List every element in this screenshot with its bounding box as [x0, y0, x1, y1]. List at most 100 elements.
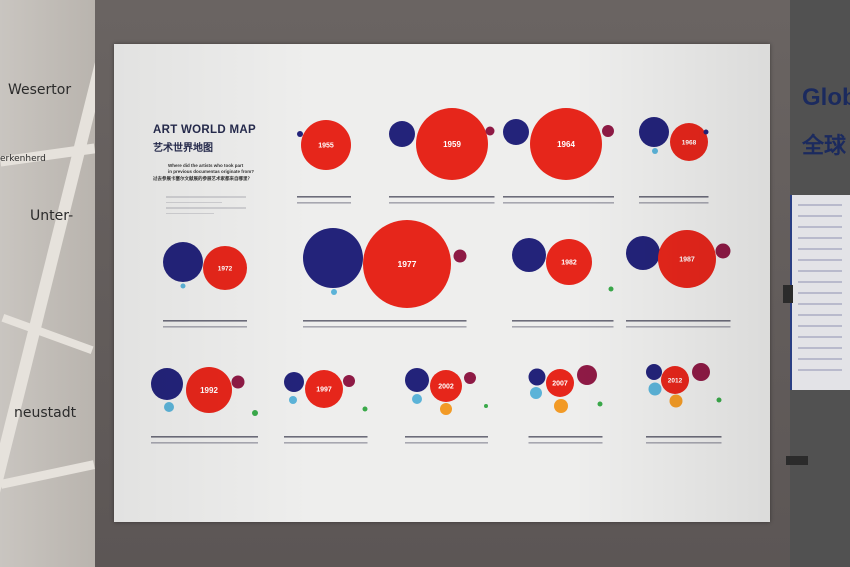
north-america-bubble — [528, 368, 546, 386]
north-america-bubble — [284, 372, 304, 392]
right-wall-title-cn: 全球 — [802, 133, 847, 158]
cluster-caption — [303, 326, 467, 328]
year-cluster-1982: 1982 — [512, 238, 614, 328]
map-label-neustadt: neustadt — [14, 405, 77, 421]
map-label-wesertor: Wesertor — [8, 82, 72, 98]
oceania-bubble — [597, 401, 603, 407]
cluster-caption — [284, 436, 368, 438]
north-america-bubble — [389, 121, 415, 147]
asia-bubble — [289, 396, 297, 404]
cluster-caption — [503, 196, 614, 198]
africa-bubble — [231, 375, 245, 389]
year-cluster-1972: 1972 — [163, 242, 247, 328]
poster-question: Where did the artists who took part in p… — [168, 163, 255, 174]
year-cluster-2007: 2007 — [528, 365, 603, 444]
north-america-bubble — [512, 238, 546, 272]
oceania-bubble — [608, 286, 614, 292]
right-wall-title: Glob — [802, 84, 850, 111]
europe-bubble — [305, 370, 343, 408]
wall-sticker — [783, 285, 793, 303]
year-cluster-1992: 1992 — [151, 367, 258, 444]
right-wall-panel: Glob 全球 — [790, 0, 850, 567]
north-america-bubble — [626, 236, 660, 270]
cluster-caption — [646, 442, 722, 444]
cluster-caption — [284, 442, 368, 444]
africa-bubble — [715, 243, 731, 259]
cluster-caption — [303, 320, 467, 322]
europe-bubble — [661, 366, 689, 394]
africa-bubble — [343, 375, 355, 387]
asia-bubble — [652, 148, 658, 154]
bubble-chart: 1955 1959 1964 1968 1972 1977 1982 1987 1992 1997… — [151, 108, 731, 444]
year-cluster-1968: 1968 — [639, 117, 709, 204]
year-label: 1977 — [398, 259, 417, 269]
cluster-caption — [626, 326, 731, 328]
year-cluster-1955: 1955 — [297, 120, 351, 204]
street — [1, 313, 94, 355]
cluster-caption — [639, 202, 709, 204]
cluster-caption — [163, 326, 247, 328]
north-america-bubble — [405, 368, 429, 392]
north-america-bubble — [639, 117, 669, 147]
cluster-caption — [626, 320, 731, 322]
year-label: 1955 — [318, 142, 334, 149]
street-map-wall: Wesertor Unter- neustadt erkenherd — [0, 0, 95, 567]
street — [0, 460, 95, 489]
north-america-bubble — [303, 228, 363, 288]
cluster-caption — [646, 436, 722, 438]
asia-bubble — [412, 394, 422, 404]
asia-bubble — [164, 402, 174, 412]
year-label: 1997 — [316, 386, 332, 393]
africa-bubble — [453, 249, 467, 263]
year-cluster-1977: 1977 — [303, 220, 467, 328]
year-label: 2002 — [438, 383, 454, 390]
africa-bubble — [602, 125, 614, 137]
cluster-caption — [512, 326, 614, 328]
year-cluster-1997: 1997 — [284, 370, 368, 444]
africa-bubble — [485, 126, 495, 136]
cluster-caption — [512, 320, 614, 322]
year-label: 1968 — [682, 139, 697, 146]
europe-bubble — [546, 369, 574, 397]
europe-bubble — [301, 120, 351, 170]
south-america-bubble — [669, 394, 683, 408]
poster-question-cn: 过去参展卡塞尔文献展的参展艺术家都来自哪里？ — [153, 177, 252, 182]
europe-bubble — [530, 108, 602, 180]
cluster-caption — [405, 442, 488, 444]
asia-bubble — [530, 387, 542, 399]
year-label: 1982 — [561, 259, 577, 266]
cluster-caption — [389, 202, 495, 204]
europe-bubble — [416, 108, 488, 180]
africa-bubble — [577, 365, 597, 385]
year-label: 1964 — [557, 140, 575, 149]
year-cluster-2002: 2002 — [405, 368, 488, 444]
north-america-bubble — [646, 364, 662, 380]
year-cluster-1959: 1959 — [389, 108, 495, 204]
poster-title: ART WORLD MAP — [153, 124, 256, 136]
oceania-bubble — [362, 406, 368, 412]
text-panel — [790, 195, 850, 390]
north-america-bubble — [703, 129, 709, 135]
year-label: 1972 — [218, 265, 233, 272]
north-america-bubble — [163, 242, 203, 282]
cluster-caption — [639, 196, 709, 198]
cluster-caption — [389, 196, 495, 198]
africa-bubble — [692, 363, 710, 381]
cluster-caption — [163, 320, 247, 322]
europe-bubble — [186, 367, 232, 413]
year-cluster-2012: 2012 — [646, 363, 722, 444]
oceania-bubble — [716, 397, 722, 403]
cluster-caption — [528, 442, 603, 444]
art-world-map-poster: ART WORLD MAP 艺术世界地图 Where did the artis… — [114, 44, 770, 522]
europe-bubble — [203, 246, 247, 290]
map-label-unter: Unter- — [30, 208, 74, 224]
asia-bubble — [331, 289, 337, 295]
year-label: 2012 — [668, 377, 683, 384]
wall-sticker — [786, 456, 808, 465]
north-america-bubble — [297, 131, 303, 137]
cluster-caption — [503, 202, 614, 204]
poster-note-text — [166, 196, 246, 226]
africa-bubble — [464, 372, 476, 384]
year-label: 2007 — [552, 380, 568, 387]
north-america-bubble — [503, 119, 529, 145]
